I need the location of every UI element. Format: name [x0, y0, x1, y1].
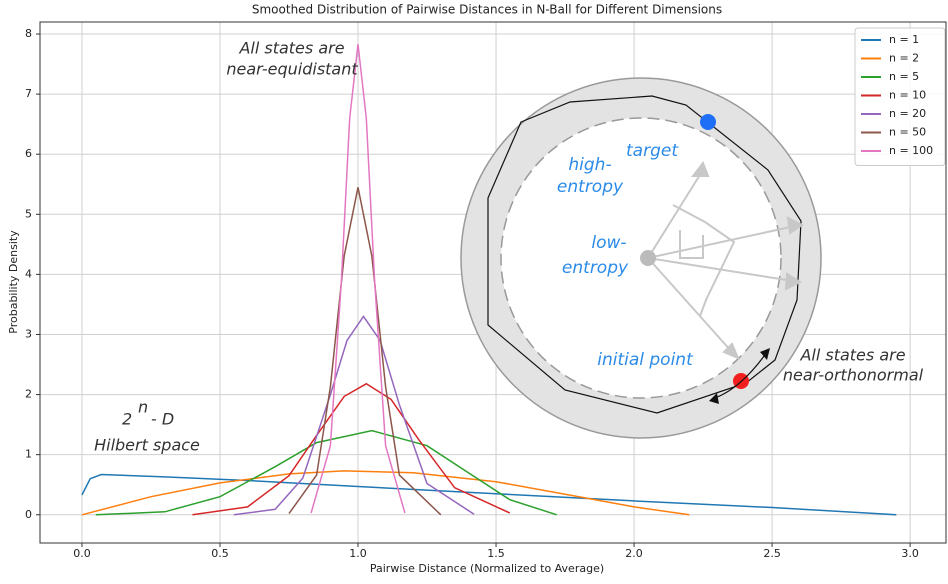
- line-series: [95, 429, 558, 516]
- legend-label: n = 50: [889, 126, 926, 139]
- plot-frame: [39, 21, 947, 544]
- legend-label: n = 10: [889, 89, 926, 102]
- y-tick-label: 4: [25, 267, 32, 280]
- legend-label: n = 100: [889, 144, 933, 157]
- y-tick-label: 3: [25, 327, 32, 340]
- y-axis-label: Probability Density: [7, 230, 20, 334]
- x-tick-label: 3.0: [901, 547, 919, 560]
- y-tick-label: 2: [25, 388, 32, 401]
- line-series: [310, 44, 406, 514]
- x-tick-label: 2.0: [625, 547, 643, 560]
- annotation: All states are: [799, 346, 905, 365]
- legend-box: [854, 27, 946, 166]
- chart-title: Smoothed Distribution of Pairwise Distan…: [252, 3, 722, 17]
- line-series: [288, 187, 442, 516]
- legend-label: n = 20: [889, 107, 926, 120]
- line-series: [81, 473, 897, 516]
- y-tick-label: 0: [25, 508, 32, 521]
- legend-label: n = 1: [889, 33, 919, 46]
- x-tick-label: 1.0: [349, 547, 367, 560]
- x-tick-label: 0.5: [211, 547, 229, 560]
- arrow-head: [709, 393, 719, 404]
- x-tick-label: 1.5: [487, 547, 505, 560]
- line-series: [192, 382, 511, 516]
- lines-layer: [81, 44, 897, 516]
- diagram: [460, 77, 822, 439]
- line-series: [233, 315, 475, 516]
- arrows: [647, 160, 804, 360]
- annotation: All states are: [238, 39, 344, 58]
- annotation: low-: [591, 233, 626, 253]
- y-tick-label: 8: [25, 27, 32, 40]
- x-tick-label: 0.0: [73, 547, 91, 560]
- annotation: 2: [122, 410, 132, 429]
- center-point: [640, 250, 656, 266]
- x-tick-label: 2.5: [763, 547, 781, 560]
- annotation: - D: [151, 410, 174, 429]
- legend-label: n = 5: [889, 70, 919, 83]
- y-tick-label: 1: [25, 448, 32, 461]
- y-tick-label: 7: [25, 87, 32, 100]
- annotation: Hilbert space: [94, 436, 200, 455]
- arrow-head: [760, 348, 770, 360]
- x-axis-label: Pairwise Distance (Normalized to Average…: [370, 562, 604, 575]
- annotation: near-orthonormal: [783, 366, 924, 385]
- annotation: entropy: [557, 177, 624, 197]
- y-tick-label: 5: [25, 207, 32, 220]
- annotation: entropy: [562, 258, 629, 278]
- annotation: n: [138, 398, 148, 417]
- y-tick-label: 6: [25, 147, 32, 160]
- annotation: high-: [568, 155, 611, 175]
- line-series: [81, 470, 690, 516]
- annotation: target: [626, 141, 679, 161]
- annotation: near-equidistant: [226, 60, 358, 79]
- legend: n = 1 n = 2 n = 5 n = 10 n = 20 n = 50 n = 100: [854, 27, 946, 166]
- legend-label: n = 2: [889, 52, 919, 65]
- target-point: [700, 114, 716, 130]
- state-polygon: [487, 95, 802, 414]
- annotation: initial point: [597, 350, 694, 370]
